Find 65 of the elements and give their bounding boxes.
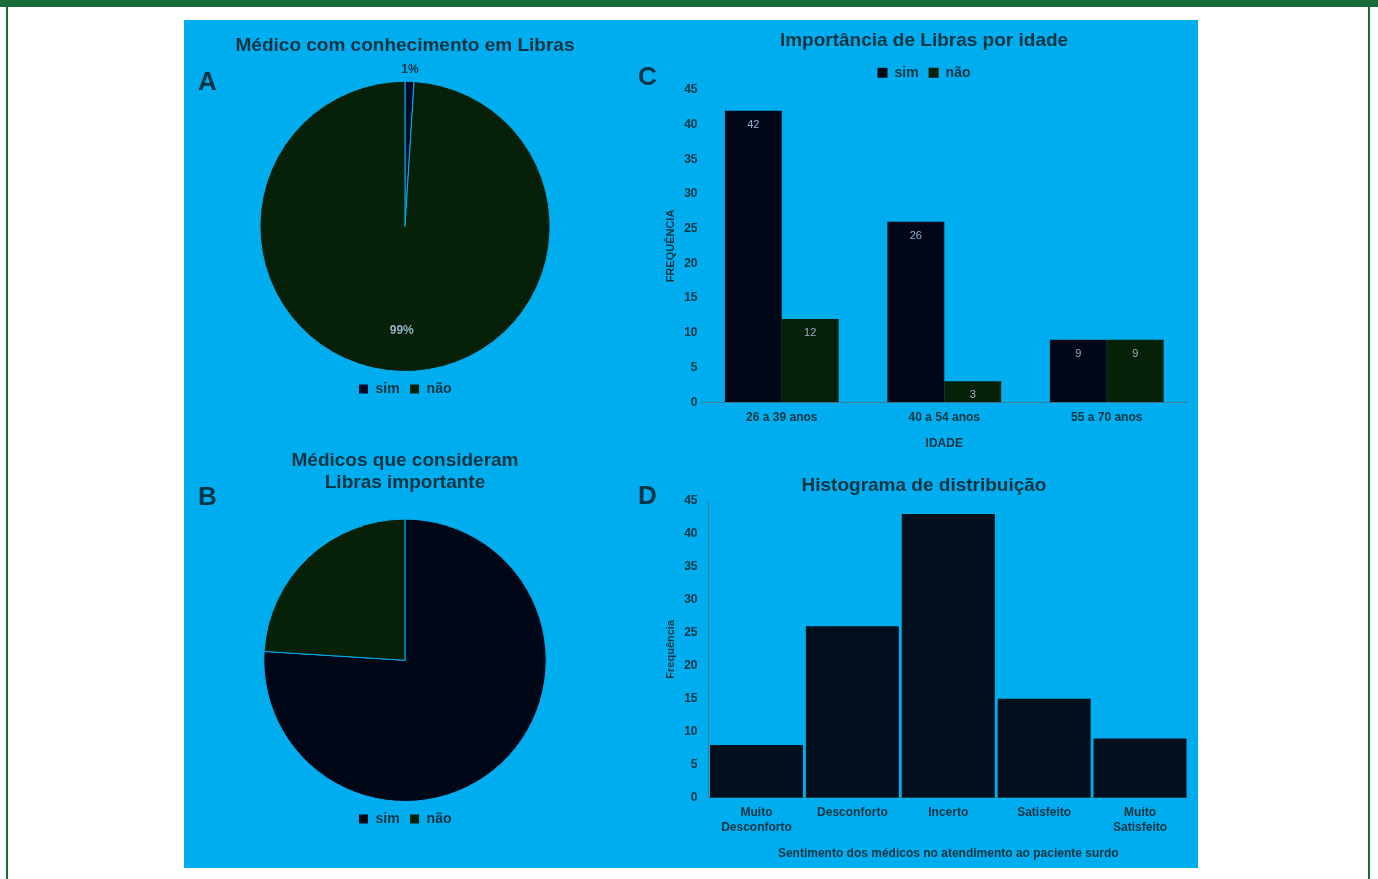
y-tick-label: 0 [690,790,698,805]
legend-label: não [426,379,452,396]
data-label: 9 [1132,346,1139,359]
y-tick-label: 35 [684,559,698,574]
x-tick-label: 40 a 54 anos [908,409,981,424]
y-tick-label: 30 [684,186,698,201]
data-label: 3 [969,388,976,401]
legend-label: sim [894,63,919,80]
chart-title: Histograma de distribuição [801,473,1047,495]
x-tick-label: Muito Desconforto [721,805,792,834]
y-tick-label: 0 [690,394,698,409]
legend-label: sim [375,379,400,396]
bar [887,221,945,403]
data-label: 1% [401,61,419,76]
bar [944,381,1002,403]
y-tick-label: 10 [684,325,698,340]
bar [1049,339,1107,403]
text: C [638,61,657,92]
y-tick-label: 45 [684,493,698,508]
legend-label: sim [375,809,400,826]
y-tick-label: 5 [690,359,698,374]
data-label: 99% [389,323,415,338]
x-axis-title: Sentimento dos médicos no atendimento ao paciente surdo [777,846,1119,861]
bar [1093,738,1187,798]
y-axis-title: Frequência [663,619,676,679]
y-tick-label: 25 [684,625,698,640]
legend-label: não [426,809,452,826]
text: A [198,66,217,97]
data-label: 9 [1075,346,1082,359]
y-tick-label: 35 [684,151,698,166]
x-tick-label: Incerto [928,805,969,820]
y-tick-label: 40 [684,526,698,541]
y-tick-label: 30 [684,592,698,607]
x-tick-label: Desconforto [817,805,888,820]
data-label: 12 [804,325,817,338]
text: D [638,480,657,511]
data-label: 42 [747,117,760,130]
x-axis-title: IDADE [925,436,963,451]
bar [805,626,899,798]
bar [1106,339,1164,403]
y-tick-label: 10 [684,724,698,739]
legend-label: não [945,63,971,80]
x-tick-label: Muito Satisfeito [1113,805,1168,834]
y-tick-label: 15 [684,290,698,305]
y-tick-label: 40 [684,116,698,131]
chart-title: Médicos que consideram Libras importante [291,448,519,493]
y-tick-label: 20 [684,658,698,673]
y-tick-label: 5 [690,757,698,772]
y-tick-label: 20 [684,255,698,270]
y-tick-label: 25 [684,220,698,235]
y-tick-label: 45 [684,82,698,97]
bar [709,745,803,798]
text: B [198,481,217,512]
bar [781,318,839,403]
data-label: 26 [909,228,922,241]
x-tick-label: 26 a 39 anos [746,409,818,424]
y-axis-title: FREQUÊNCIA [663,209,676,283]
x-tick-label: Satisfeito [1017,805,1072,820]
bar [901,514,995,798]
bar [724,110,782,403]
chart-title: Importância de Libras por idade [779,28,1069,50]
y-tick-label: 15 [684,691,698,706]
chart-title: Médico com conhecimento em Libras [235,33,575,55]
bar [997,698,1091,798]
x-tick-label: 55 a 70 anos [1071,409,1143,424]
